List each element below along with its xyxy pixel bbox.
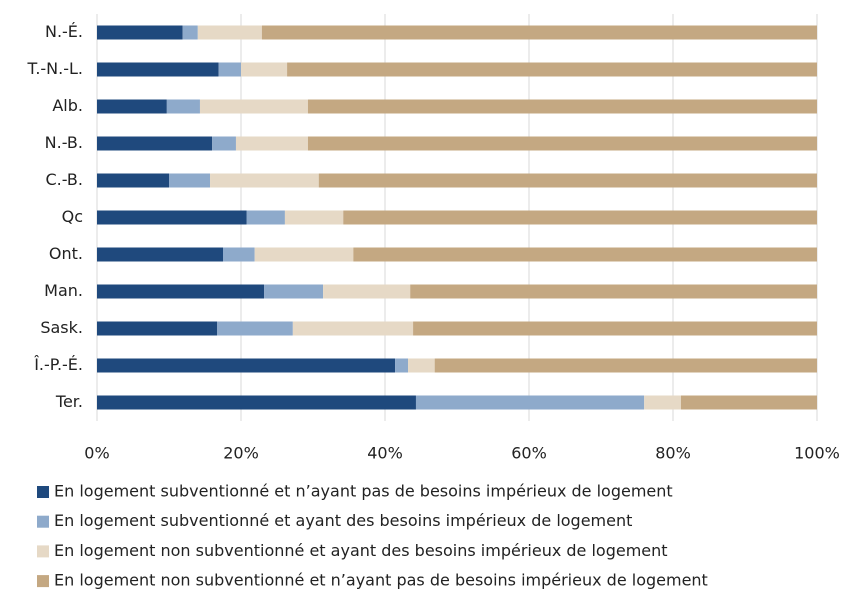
y-tick-label: T.-N.-L. [26, 59, 83, 78]
bar-segment [307, 136, 817, 151]
bar-segment [235, 136, 308, 151]
x-tick-label: 20% [223, 444, 259, 463]
bar-segment [261, 25, 817, 40]
legend-label: En logement non subventionné et n’ayant … [54, 571, 708, 590]
bar-segment [343, 210, 817, 225]
bar-segment [413, 321, 817, 336]
bar-segment [223, 247, 255, 262]
bar-segment [254, 247, 354, 262]
y-tick-label: Qc [62, 207, 83, 226]
y-tick-label: Sask. [40, 318, 83, 337]
bar-segment [182, 25, 198, 40]
bar-segment [410, 284, 817, 299]
bar-segment [97, 136, 213, 151]
bar-segment [210, 173, 319, 188]
legend-label: En logement subventionné et n’ayant pas … [54, 482, 673, 501]
y-tick-label: N.-B. [45, 133, 83, 152]
bar-segment [97, 321, 218, 336]
bar-segment [217, 321, 293, 336]
legend-label: En logement subventionné et ayant des be… [54, 511, 632, 530]
y-tick-label: Ont. [49, 244, 83, 263]
bar-segment [218, 62, 241, 77]
x-tick-label: 60% [511, 444, 547, 463]
bar-segment [97, 395, 416, 410]
bar-segment [395, 358, 409, 373]
bar-segment [284, 210, 344, 225]
bar-segment [323, 284, 411, 299]
bar-segment [169, 173, 211, 188]
x-tick-label: 0% [84, 444, 109, 463]
bar-segment [353, 247, 817, 262]
bar-segment [197, 25, 262, 40]
bar-segment [97, 284, 265, 299]
bar-segment [199, 99, 308, 114]
legend-swatch [37, 486, 49, 498]
bar-segment [212, 136, 236, 151]
bar-segment [241, 62, 288, 77]
bar-segment [415, 395, 645, 410]
bar-segment [307, 99, 817, 114]
bar-segment [97, 99, 167, 114]
bar-segment [97, 210, 247, 225]
bar-segment [434, 358, 817, 373]
bar-segment [97, 358, 396, 373]
bar-segment [246, 210, 285, 225]
bar-segment [292, 321, 414, 336]
bar-segment [97, 173, 169, 188]
bar-segment [97, 247, 223, 262]
x-tick-label: 80% [655, 444, 691, 463]
bar-segment [644, 395, 681, 410]
legend-swatch [37, 515, 49, 528]
y-tick-label: C.-B. [45, 170, 83, 189]
x-tick-label: 100% [794, 444, 840, 463]
bar-segment [264, 284, 324, 299]
bar-segment [318, 173, 817, 188]
bar-segment [680, 395, 817, 410]
y-tick-label: Î.-P.-É. [33, 355, 83, 374]
y-tick-label: Ter. [55, 392, 83, 411]
bar-segment [287, 62, 818, 77]
bar-segment [97, 25, 183, 40]
y-tick-label: N.-É. [45, 22, 83, 41]
y-tick-label: Alb. [52, 96, 83, 115]
legend-swatch [37, 575, 49, 588]
bar-segment [166, 99, 200, 114]
bar-segment [97, 62, 219, 77]
legend-label: En logement non subventionné et ayant de… [54, 541, 668, 560]
y-tick-label: Man. [44, 281, 83, 300]
bar-segment [408, 358, 435, 373]
x-tick-label: 40% [367, 444, 403, 463]
legend-swatch [37, 545, 49, 558]
